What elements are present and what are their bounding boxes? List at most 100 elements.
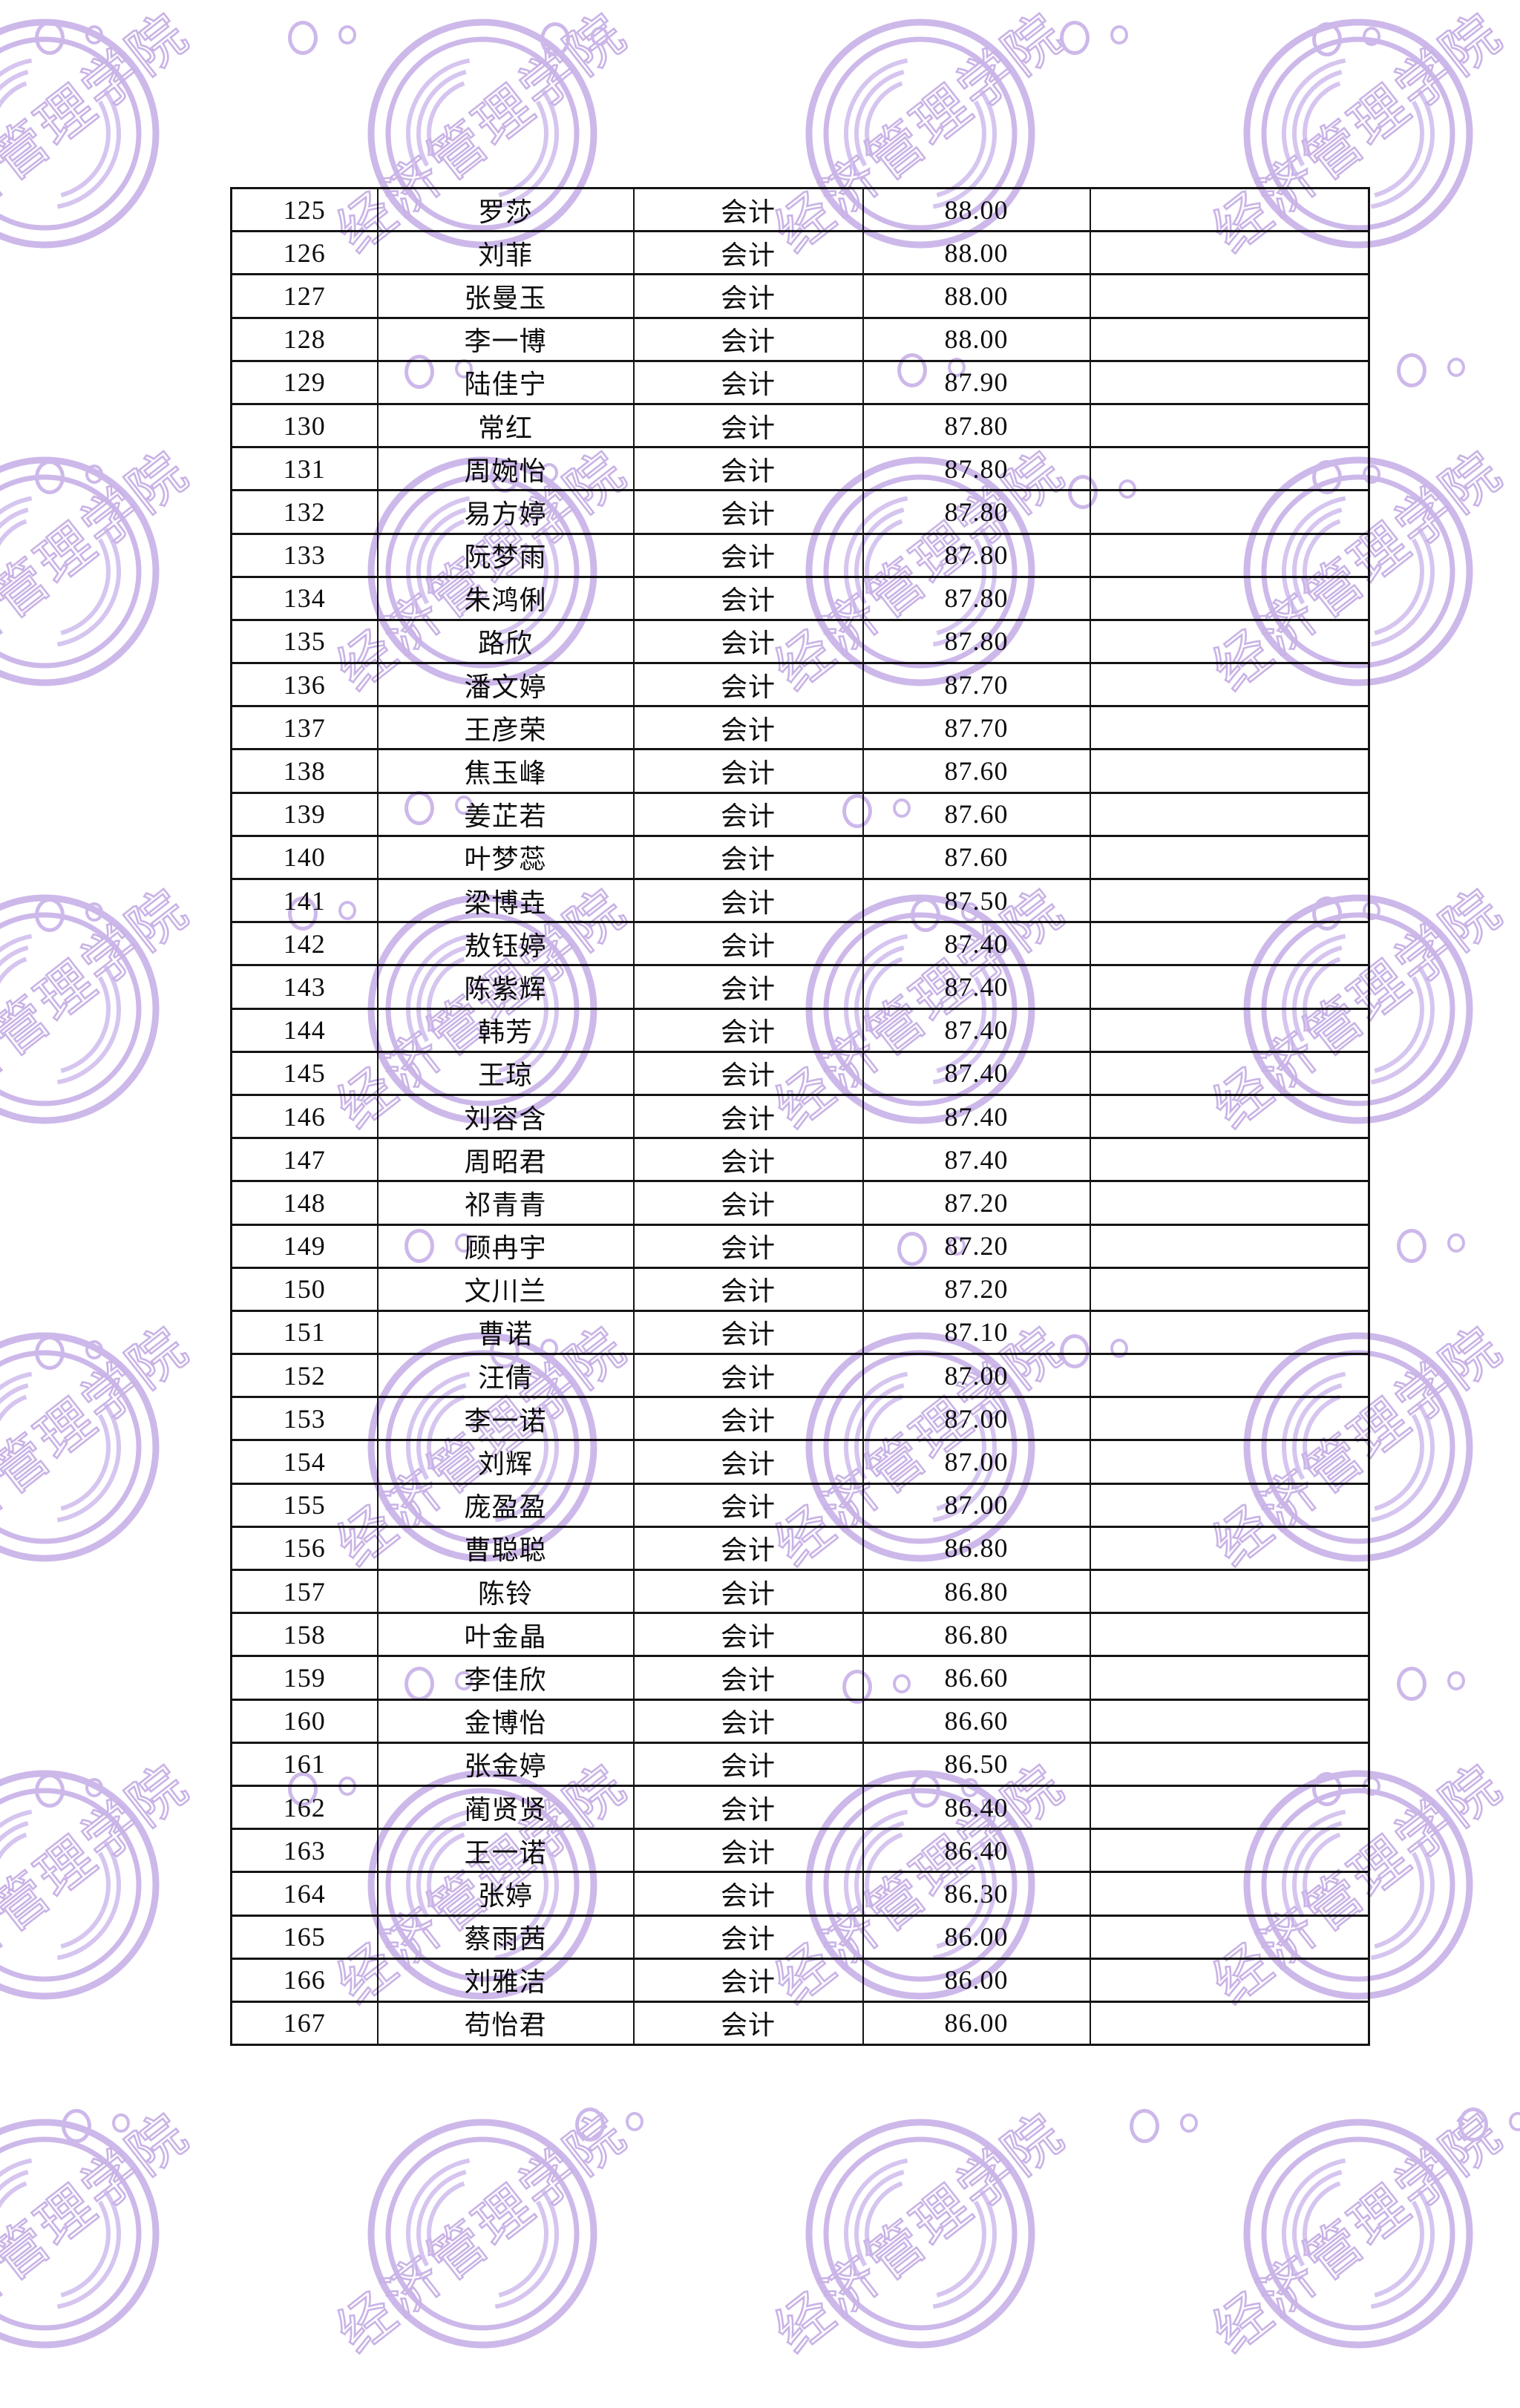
score: 86.80: [862, 1612, 1091, 1658]
student-name: 张婷: [376, 1871, 635, 1917]
major: 会计: [632, 791, 864, 837]
watermark-circle-small: [85, 1778, 103, 1797]
watermark-text: 经济管理学院: [0, 2103, 200, 2365]
row-number: 158: [230, 1612, 379, 1658]
watermark-stamp: 经济管理学院: [0, 1714, 215, 2056]
watermark-circle-large: [35, 460, 65, 494]
note: [1089, 791, 1370, 837]
student-name: 刘辉: [376, 1439, 635, 1485]
row-number: 129: [230, 359, 379, 405]
note: [1089, 1266, 1370, 1312]
note: [1089, 273, 1370, 319]
score: 87.80: [862, 532, 1091, 578]
student-name: 王琼: [376, 1050, 635, 1096]
score: 87.60: [862, 748, 1091, 794]
table-row: 148 祁青青 会计 87.20: [230, 1180, 1370, 1226]
row-number: 132: [230, 489, 379, 535]
note: [1089, 1914, 1370, 1960]
row-number: 139: [230, 791, 379, 837]
major: 会计: [632, 1655, 864, 1701]
major: 会计: [632, 1568, 864, 1615]
table-row: 140 叶梦蕊 会计 87.60: [230, 834, 1370, 881]
table-row: 134 朱鸿俐 会计 87.80: [230, 575, 1370, 621]
table-row: 136 潘文婷 会计 87.70: [230, 662, 1370, 708]
note: [1089, 921, 1370, 967]
table-row: 154 刘辉 会计 87.00: [230, 1439, 1370, 1485]
major: 会计: [632, 402, 864, 449]
watermark-stamp: 经济管理学院: [0, 839, 215, 1180]
major: 会计: [632, 1396, 864, 1442]
row-number: 154: [230, 1439, 379, 1485]
note: [1089, 1525, 1370, 1572]
major: 会计: [632, 273, 864, 319]
major: 会计: [632, 877, 864, 924]
watermark-circle-large: [62, 2109, 91, 2143]
score: 86.40: [862, 1828, 1091, 1874]
watermark-circle-small: [591, 27, 609, 46]
major: 会计: [632, 532, 864, 578]
major: 会计: [632, 1957, 864, 2003]
watermark-circle-small: [1363, 27, 1380, 46]
score: 87.20: [862, 1266, 1091, 1312]
row-number: 126: [230, 230, 379, 276]
student-name: 常红: [376, 402, 635, 449]
major: 会计: [632, 1741, 864, 1787]
score: 88.00: [862, 273, 1091, 319]
score: 86.00: [862, 1914, 1091, 1960]
note: [1089, 1093, 1370, 1140]
major: 会计: [632, 1871, 864, 1917]
table-row: 166 刘雅洁 会计 86.00: [230, 1957, 1370, 2003]
student-name: 金博怡: [376, 1698, 635, 1744]
watermark-circle-small: [338, 25, 356, 45]
note: [1089, 2000, 1370, 2047]
row-number: 165: [230, 1914, 379, 1960]
note: [1089, 1784, 1370, 1831]
row-number: 138: [230, 748, 379, 794]
row-number: 161: [230, 1741, 379, 1787]
row-number: 163: [230, 1828, 379, 1874]
table-row: 133 阮梦雨 会计 87.80: [230, 532, 1370, 578]
table-row: 142 敖钰婷 会计 87.40: [230, 921, 1370, 967]
major: 会计: [632, 316, 864, 362]
row-number: 142: [230, 921, 379, 967]
major: 会计: [632, 1137, 864, 1183]
student-name: 刘菲: [376, 230, 635, 276]
watermark-stamp: 经济管理学院: [750, 2063, 1091, 2404]
row-number: 153: [230, 1396, 379, 1442]
major: 会计: [632, 1525, 864, 1572]
note: [1089, 1741, 1370, 1787]
table-row: 151 曹诺 会计 87.10: [230, 1309, 1370, 1356]
major: 会计: [632, 1612, 864, 1658]
watermark-circle-small: [85, 465, 103, 484]
score: 87.80: [862, 618, 1091, 665]
major: 会计: [632, 1007, 864, 1053]
row-number: 159: [230, 1655, 379, 1701]
score: 87.40: [862, 921, 1091, 967]
student-name: 曹诺: [376, 1309, 635, 1356]
note: [1089, 1007, 1370, 1053]
watermark-stamp: 经济管理学院: [0, 2063, 215, 2404]
major: 会计: [632, 1266, 864, 1312]
watermark-circle-large: [35, 1774, 65, 1808]
student-name: 蔺贤贤: [376, 1784, 635, 1831]
score: 87.80: [862, 402, 1091, 449]
major: 会计: [632, 1828, 864, 1874]
watermark-stamp: 经济管理学院: [0, 401, 215, 742]
student-name: 张曼玉: [376, 273, 635, 319]
row-number: 156: [230, 1525, 379, 1572]
watermark-circle-small: [1180, 2113, 1198, 2133]
note: [1089, 1396, 1370, 1442]
table-row: 145 王琼 会计 87.40: [230, 1050, 1370, 1096]
student-name: 蔡雨茜: [376, 1914, 635, 1960]
major: 会计: [632, 1784, 864, 1831]
note: [1089, 1698, 1370, 1744]
watermark-stamp: 经济管理学院: [0, 0, 215, 304]
score-table: 125 罗莎 会计 88.00 126 刘菲 会计 88.00 127 张曼玉 会计 88.00 128…: [230, 186, 1370, 2047]
watermark-circle-large: [575, 2107, 605, 2142]
note: [1089, 1957, 1370, 2003]
student-name: 姜芷若: [376, 791, 635, 837]
watermark-text: 经济管理学院: [0, 879, 200, 1141]
table-row: 163 王一诺 会计 86.40: [230, 1828, 1370, 1874]
table-row: 143 陈紫辉 会计 87.40: [230, 964, 1370, 1010]
score: 87.40: [862, 1093, 1091, 1140]
